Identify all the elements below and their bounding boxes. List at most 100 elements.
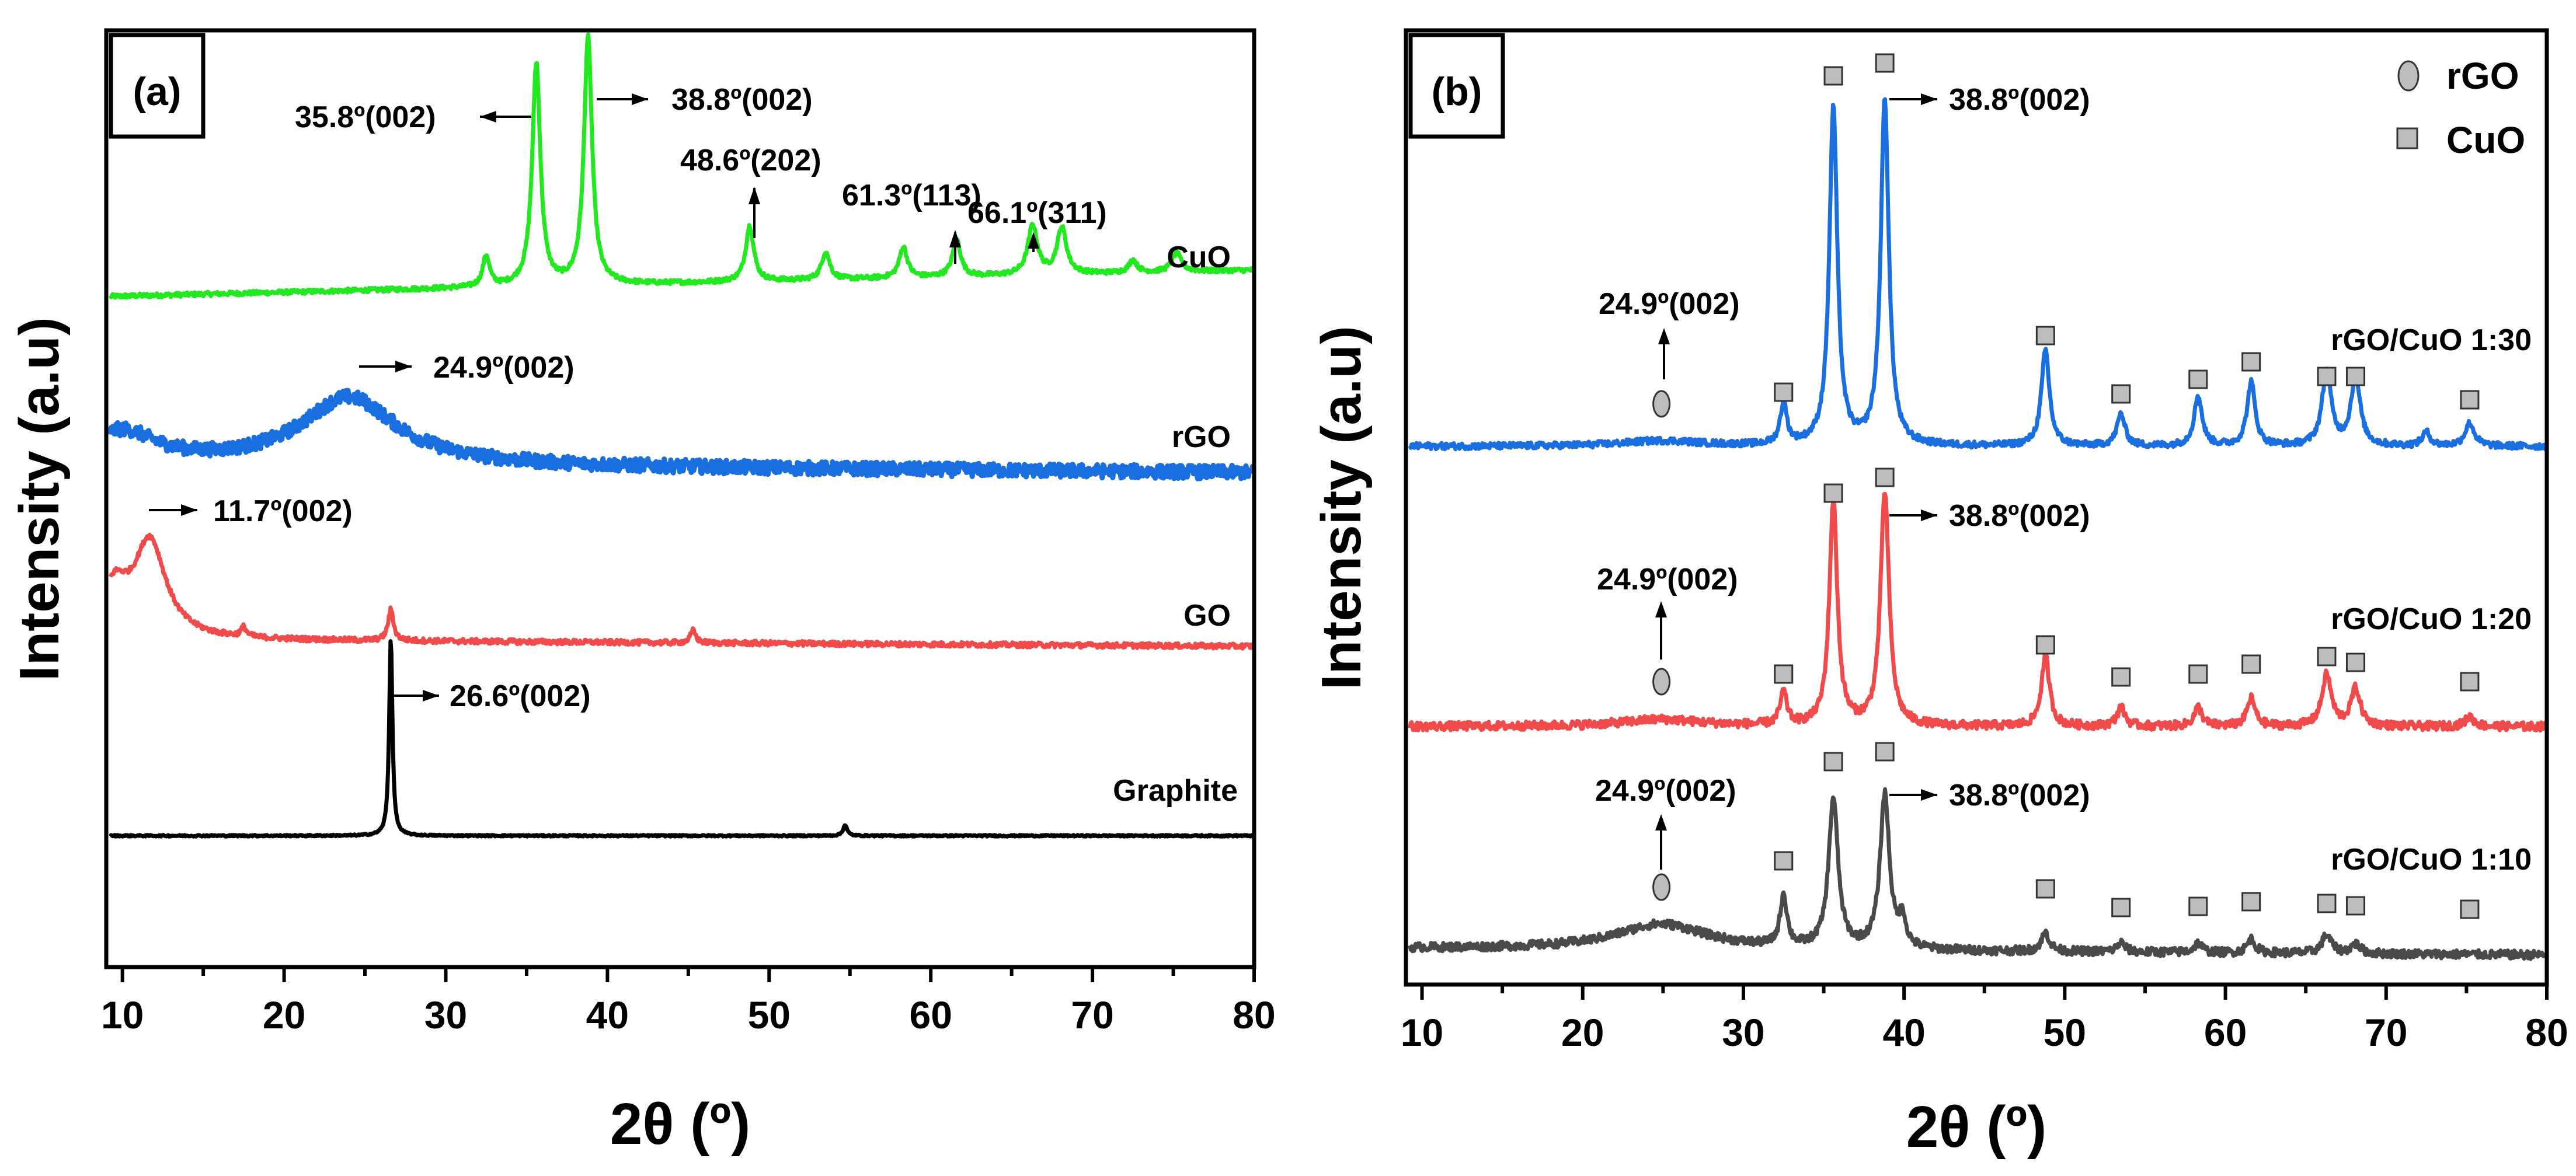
cuo-marker	[2345, 652, 2365, 672]
panel-a-ylabel: Intensity (a.u)	[8, 317, 71, 681]
cuo-marker	[2241, 654, 2261, 674]
cuo-marker	[2035, 879, 2055, 899]
svg-text:35.8º(002): 35.8º(002)	[295, 100, 436, 134]
panel-a-label: (a)	[133, 69, 181, 114]
series-line-graphite	[109, 639, 1256, 839]
cuo-marker	[1875, 53, 1895, 73]
series-line-rgo-cuo-1-20	[1408, 491, 2549, 733]
x-tick-label-40: 40	[1882, 1011, 1925, 1054]
panel-b-phase-markers	[1652, 53, 2480, 919]
svg-text:61.3º(113): 61.3º(113)	[842, 179, 981, 212]
cuo-marker	[2241, 892, 2261, 912]
annotation-26-6: 26.6º(002)	[392, 679, 591, 713]
cuo-marker	[1823, 752, 1843, 772]
annotation-b-24-9-top: 24.9º(002)	[1599, 287, 1740, 379]
panel-b-ylabel: Intensity (a.u)	[1310, 326, 1373, 690]
x-tick-label-20: 20	[263, 993, 305, 1037]
panel-a-series-label-rgo: rGO	[1172, 420, 1231, 454]
svg-text:38.8º(002): 38.8º(002)	[1949, 499, 2090, 533]
cuo-marker	[2035, 326, 2055, 346]
x-tick-label-10: 10	[101, 993, 144, 1037]
x-tick-label-30: 30	[1722, 1011, 1764, 1054]
annotation-b-24-9-bot: 24.9º(002)	[1595, 774, 1736, 870]
x-tick-label-60: 60	[2204, 1011, 2247, 1054]
legend-cuo-marker	[2396, 127, 2418, 149]
cuo-marker	[2460, 390, 2480, 410]
cuo-marker	[2317, 647, 2337, 666]
annotation-b-24-9-mid: 24.9º(002)	[1597, 563, 1738, 659]
svg-text:24.9º(002): 24.9º(002)	[1595, 774, 1736, 808]
panel-b-label-box: (b)	[1408, 33, 1505, 139]
rgo-marker	[1652, 390, 1671, 418]
series-line-rgo	[107, 388, 1256, 481]
cuo-marker	[2111, 667, 2131, 687]
panel-b-series-label-1-20: rGO/CuO 1:20	[2331, 602, 2532, 636]
cuo-marker	[1774, 382, 1794, 402]
cuo-marker	[2111, 898, 2131, 917]
panel-b-x-ticks: 10 20 30 40 50 60 70 80	[1401, 985, 2568, 1054]
cuo-marker	[1774, 664, 1794, 684]
annotation-48-6: 48.6º(202)	[680, 144, 821, 238]
cuo-marker	[2188, 896, 2208, 916]
cuo-marker	[2460, 672, 2480, 692]
cuo-marker	[2188, 369, 2208, 389]
panel-a-annotations: 35.8º(002) 38.8º(002) 48.6º(202) 61.3º(1…	[149, 83, 1107, 713]
legend-rgo-marker	[2397, 60, 2420, 92]
panel-b-plot-area	[1404, 28, 2549, 987]
cuo-marker	[1875, 742, 1895, 762]
svg-text:66.1º(311): 66.1º(311)	[967, 196, 1107, 230]
panel-b-legend: rGO CuO	[2396, 55, 2525, 161]
panel-a-frame	[104, 28, 1256, 969]
rgo-marker	[1652, 668, 1671, 696]
cuo-marker	[2317, 367, 2337, 386]
panel-a-xlabel: 2θ (º)	[610, 1091, 751, 1157]
panel-b-xlabel: 2θ (º)	[1906, 1094, 2047, 1160]
cuo-marker	[2345, 367, 2365, 386]
panel-b-annotations: 38.8º(002) 24.9º(002) 38.8º(002) 24.9º(0…	[1595, 83, 2090, 870]
annotation-66-1: 66.1º(311)	[967, 196, 1107, 252]
panel-a-series-label-go: GO	[1183, 599, 1231, 633]
panel-a-label-box: (a)	[109, 33, 206, 139]
annotation-11-7: 11.7º(002)	[149, 494, 353, 528]
panel-a-curves	[107, 32, 1256, 839]
legend-cuo-label: CuO	[2446, 119, 2525, 161]
svg-text:24.9º(002): 24.9º(002)	[1599, 287, 1740, 321]
panel-a-series-label-cuo: CuO	[1167, 240, 1231, 274]
annotation-35-8: 35.8º(002)	[295, 100, 531, 134]
x-tick-label-50: 50	[2044, 1011, 2086, 1054]
cuo-marker	[2460, 899, 2480, 919]
rgo-marker	[1652, 873, 1671, 901]
panel-b-series-label-1-30: rGO/CuO 1:30	[2331, 323, 2532, 357]
annotation-38-8-a: 38.8º(002)	[597, 83, 813, 117]
svg-text:38.8º(002): 38.8º(002)	[1949, 779, 2090, 812]
x-tick-label-80: 80	[1233, 993, 1275, 1037]
svg-text:38.8º(002): 38.8º(002)	[1949, 83, 2090, 117]
svg-text:48.6º(202): 48.6º(202)	[680, 144, 821, 177]
svg-text:26.6º(002): 26.6º(002)	[450, 679, 591, 713]
x-tick-label-80: 80	[2525, 1011, 2568, 1054]
panel-a-series-label-graphite: Graphite	[1113, 774, 1238, 808]
x-tick-label-70: 70	[2365, 1011, 2407, 1054]
x-tick-label-70: 70	[1071, 993, 1113, 1037]
annotation-b-38-8-bot: 38.8º(002)	[1889, 779, 2090, 812]
cuo-marker	[2188, 664, 2208, 684]
cuo-marker	[1774, 851, 1794, 871]
svg-text:24.9º(002): 24.9º(002)	[1597, 563, 1738, 596]
x-tick-label-60: 60	[909, 993, 952, 1037]
x-tick-label-40: 40	[586, 993, 629, 1037]
cuo-marker	[2111, 384, 2131, 404]
panel-a: 10 20 30 40 50 60 70 80 (a) Intensity (a.u) 2θ …	[8, 28, 1276, 1157]
cuo-marker	[1875, 467, 1895, 487]
annotation-24-9-a: 24.9º(002)	[359, 351, 575, 385]
panel-b-label: (b)	[1432, 69, 1482, 114]
annotation-b-38-8-mid: 38.8º(002)	[1889, 499, 2090, 533]
series-line-rgo-cuo-1-10	[1408, 787, 2549, 961]
svg-text:38.8º(002): 38.8º(002)	[671, 83, 813, 117]
x-tick-label-10: 10	[1401, 1011, 1443, 1054]
panel-b: 10 20 30 40 50 60 70 80 (b) Intensity (a.u) 2θ …	[1310, 28, 2568, 1160]
annotation-61-3: 61.3º(113)	[842, 179, 981, 264]
series-line-go	[108, 532, 1256, 651]
svg-text:24.9º(002): 24.9º(002)	[433, 351, 575, 385]
panel-b-frame	[1404, 28, 2549, 987]
